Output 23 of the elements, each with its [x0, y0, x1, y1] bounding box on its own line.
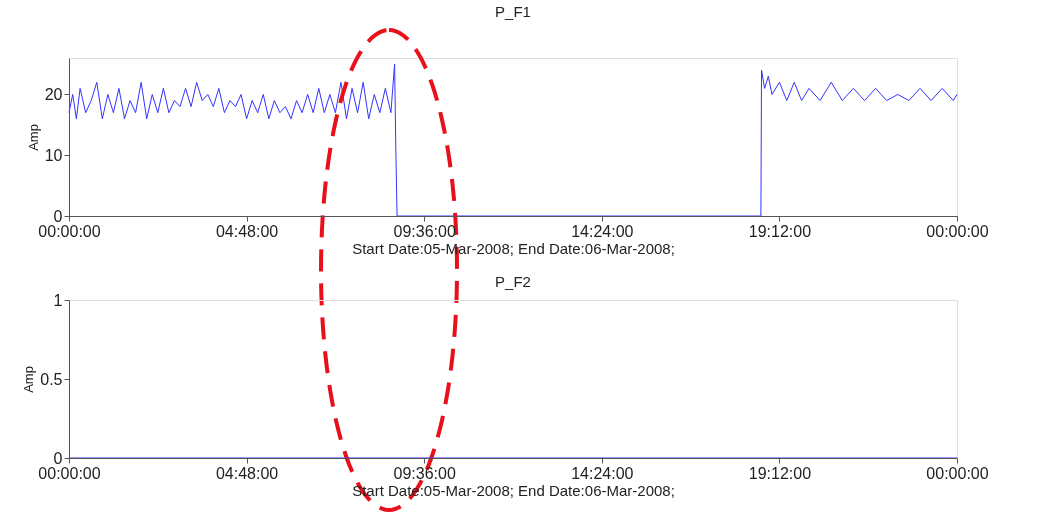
x-tick-label: 04:48:00	[215, 222, 279, 240]
chart-title: P_F2	[495, 273, 531, 290]
x-tick-label: 19:12:00	[748, 222, 812, 240]
y-tick-label: 0	[53, 449, 63, 467]
x-axis-title: Start Date:05-Mar-2008; End Date:06-Mar-2008;	[352, 239, 675, 257]
y-tick-label: 20	[44, 85, 63, 103]
x-tick-label: 09:36:00	[393, 464, 456, 482]
y-axis-title: Amp	[25, 124, 41, 151]
x-tick-label: 19:12:00	[748, 464, 812, 482]
x-tick-label: 00:00:00	[38, 222, 101, 240]
chart-title: P_F1	[495, 3, 531, 20]
x-tick-label: 00:00:00	[38, 464, 101, 482]
y-axis-title: Amp	[21, 366, 37, 393]
x-tick-label: 00:00:00	[926, 464, 989, 482]
x-tick-label: 00:00:00	[926, 222, 989, 240]
y-tick-label: 1	[53, 291, 63, 309]
y-tick-label: 0.5	[40, 370, 63, 388]
y-tick-label: 0	[53, 207, 63, 225]
x-tick-label: 14:24:00	[571, 222, 634, 240]
x-tick-label: 09:36:00	[393, 222, 456, 240]
x-tick-label: 14:24:00	[571, 464, 634, 482]
x-tick-label: 04:48:00	[215, 464, 279, 482]
y-tick-label: 10	[44, 146, 63, 164]
